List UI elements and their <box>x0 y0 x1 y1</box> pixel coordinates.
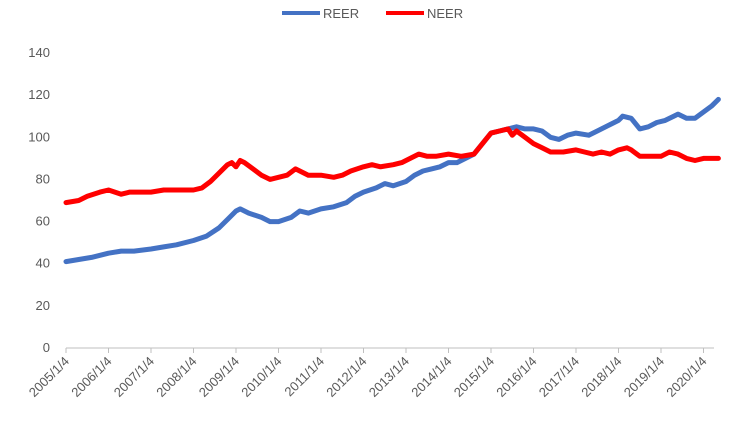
x-tick-label: 2009/1/4 <box>196 354 242 400</box>
y-tick-label: 60 <box>36 214 50 229</box>
x-tick-label: 2018/1/4 <box>578 354 624 400</box>
x-tick-label: 2017/1/4 <box>536 354 582 400</box>
x-tick-label: 2011/1/4 <box>281 354 327 400</box>
x-tick-label: 2008/1/4 <box>153 354 199 400</box>
series-line-neer <box>63 126 721 206</box>
legend: REER NEER <box>282 6 463 21</box>
y-tick-label: 40 <box>36 256 50 271</box>
x-tick-label: 2019/1/4 <box>621 354 667 400</box>
x-tick-label: 2010/1/4 <box>238 354 284 400</box>
x-tick-label: 2020/1/4 <box>663 354 709 400</box>
y-tick-label: 80 <box>36 171 50 186</box>
x-tick-label: 2006/1/4 <box>68 354 114 400</box>
y-axis: 0 20 40 60 80 100 120 140 <box>28 45 50 355</box>
x-axis: 2005/1/42006/1/42007/1/42008/1/42009/1/4… <box>26 347 714 400</box>
x-tick-label: 2007/1/4 <box>111 354 157 400</box>
x-tick-label: 2016/1/4 <box>493 354 539 400</box>
legend-label-reer: REER <box>323 6 359 21</box>
y-tick-label: 0 <box>43 340 50 355</box>
x-tick-label: 2013/1/4 <box>366 354 412 400</box>
x-tick-label: 2015/1/4 <box>451 354 497 400</box>
x-tick-label: 2012/1/4 <box>323 354 369 400</box>
y-tick-label: 100 <box>28 129 50 144</box>
legend-label-neer: NEER <box>427 6 463 21</box>
x-tick-label: 2005/1/4 <box>26 354 72 400</box>
y-tick-label: 120 <box>28 87 50 102</box>
y-tick-label: 20 <box>36 298 50 313</box>
plot-area <box>63 96 721 265</box>
x-tick-label: 2014/1/4 <box>408 354 454 400</box>
y-tick-label: 140 <box>28 45 50 60</box>
series-line-reer <box>63 96 721 265</box>
